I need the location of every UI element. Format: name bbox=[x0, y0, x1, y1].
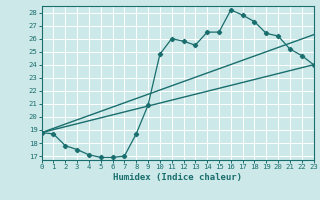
X-axis label: Humidex (Indice chaleur): Humidex (Indice chaleur) bbox=[113, 173, 242, 182]
